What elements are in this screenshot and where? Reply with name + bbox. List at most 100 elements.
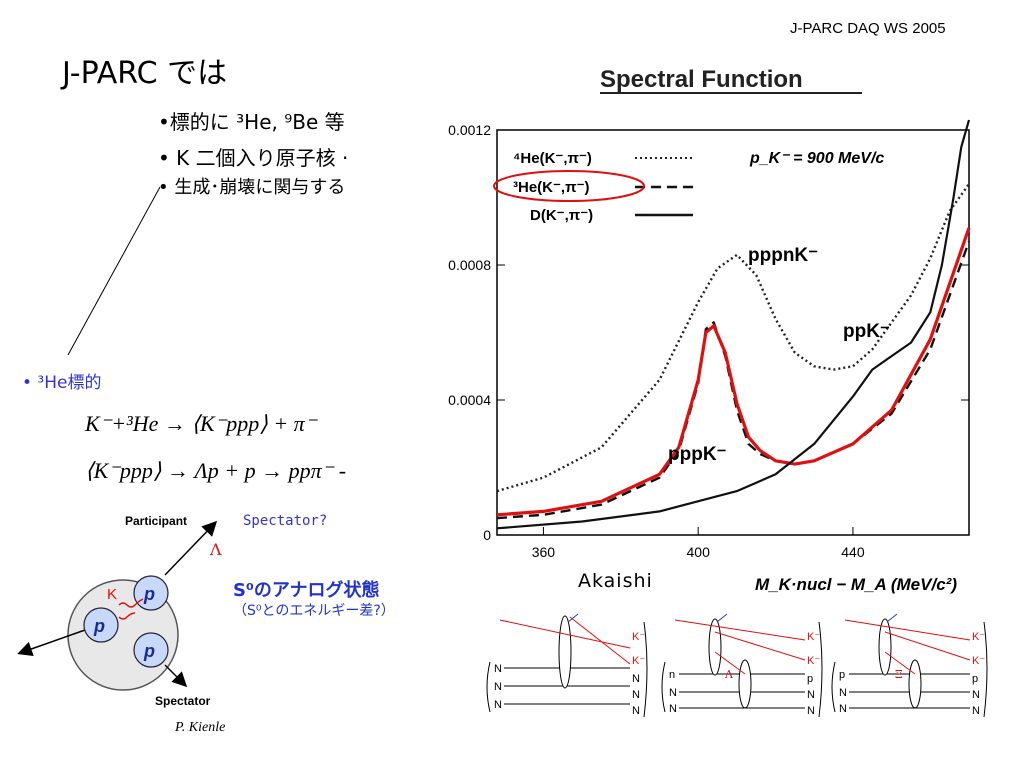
- x-tick-label: 400: [687, 544, 711, 560]
- participant-arrow: [164, 520, 218, 576]
- lambda-label-2: Λ: [724, 668, 734, 681]
- kaon-line-1a: [499, 619, 631, 649]
- kaon-line-2b: [714, 631, 806, 661]
- plot-frame: [496, 129, 970, 536]
- spectator-question: Spectator?: [243, 513, 328, 529]
- right-label-1-4: N: [632, 705, 640, 717]
- kaon-line-3a: [844, 619, 971, 641]
- bracket-right-3: [983, 621, 988, 718]
- proton-left: [83, 607, 119, 643]
- equation-production: K⁻+³He → ⟨K⁻ppp⟩ + π⁻: [85, 411, 317, 436]
- bullet-production: • 生成･崩壊に関与する: [158, 177, 346, 198]
- pion-line-3: [886, 613, 898, 623]
- author-kienle: P. Kienle: [175, 720, 226, 735]
- legend-label-he4: ⁴He(K⁻,π⁻): [513, 150, 592, 167]
- vertex-1: [558, 615, 572, 689]
- right-label-3-5: N: [972, 705, 980, 717]
- y-tick-label: 0.0012: [448, 122, 491, 138]
- proton-bottom: [133, 632, 169, 668]
- left-label-1-2: N: [494, 699, 502, 711]
- pion-line-1: [567, 613, 579, 623]
- bracket-left-2: [661, 661, 666, 713]
- right-label-3-3: p: [972, 673, 978, 685]
- analog-state-title: S⁰のアナログ状態: [233, 580, 380, 601]
- right-label-2-1: K⁻: [807, 655, 820, 667]
- spectator-label: Spectator: [155, 694, 211, 708]
- right-label-1-2: N: [632, 673, 640, 685]
- participant-label: Participant: [125, 514, 187, 528]
- bracket-left-3: [831, 661, 836, 713]
- vertex-2a: [708, 618, 722, 676]
- pion-line-2: [716, 613, 728, 623]
- right-label-2-3: p: [807, 673, 813, 685]
- left-label-3-0: p: [839, 669, 845, 681]
- slide-title: J-PARC では: [62, 56, 228, 91]
- proton-bottom-label: p: [143, 641, 155, 661]
- right-label-1-1: K⁻: [632, 655, 645, 667]
- left-label-1-1: N: [494, 681, 502, 693]
- legend-label-d: D(K⁻,π⁻): [530, 207, 593, 224]
- vertex-2b: [738, 659, 752, 709]
- left-label-2-0: n: [669, 669, 675, 681]
- proton-left-label: p: [93, 616, 105, 636]
- xi-label-3: Ξ: [895, 668, 903, 681]
- right-label-2-0: K⁻: [807, 631, 820, 643]
- bracket-right-1: [643, 621, 648, 718]
- reaction-diagrams: N N N K⁻ K⁻ N N N n N N Λ K⁻ K⁻ p N N: [486, 613, 988, 718]
- kaon-line-2c: [714, 651, 746, 675]
- series-layer: [496, 119, 971, 530]
- y-tick-label: 0.0008: [448, 257, 491, 273]
- analog-state-note: （S⁰とのエネルギー差?）: [233, 603, 395, 619]
- x-axis-label: M_K·nucl − M_A (MeV/c²): [755, 575, 957, 594]
- vertex-3b: [908, 659, 922, 709]
- bullet-double-kaon: • K 二個入り原子核 ·: [158, 146, 349, 170]
- y-axis-ticks: 0 0.0004 0.0008 0.0012: [448, 122, 969, 543]
- chart-legend: ⁴He(K⁻,π⁻) ³He(K⁻,π⁻) D(K⁻,π⁻): [493, 150, 693, 224]
- legend-label-he3: ³He(K⁻,π⁻): [513, 179, 589, 196]
- legend-highlight-circle: [493, 170, 645, 202]
- spectral-function-chart: Spectral Function 0 0.0004 0.0008 0.0012 36…: [448, 66, 971, 594]
- bracket-right-2: [818, 621, 823, 718]
- kaon-wiggle-2: [118, 612, 136, 620]
- reaction-diagram-2: n N N Λ K⁻ K⁻ p N N: [661, 613, 823, 718]
- x-axis-ticks: 360 400 440: [532, 527, 865, 560]
- workshop-header: J-PARC DAQ WS 2005: [790, 20, 946, 37]
- lambda-label: Λ: [209, 540, 222, 559]
- kaon-line-3b: [884, 631, 971, 661]
- nucleus-diagram: Participant Λ p p p K Spectator: [17, 514, 222, 708]
- right-label-3-0: K⁻: [972, 631, 985, 643]
- reaction-diagram-1: N N N K⁻ K⁻ N N N: [486, 613, 648, 718]
- chart-title: Spectral Function: [600, 66, 803, 93]
- slide-overlap-mask: [405, 98, 425, 208]
- right-label-3-4: N: [972, 689, 980, 701]
- bracket-left-1: [486, 661, 491, 713]
- right-label-3-1: K⁻: [972, 655, 985, 667]
- kaon-line-1b: [569, 616, 631, 665]
- credit-akaishi: Akaishi: [578, 570, 653, 592]
- pointer-line: [67, 186, 161, 356]
- right-label-2-4: N: [807, 689, 815, 701]
- proton-top: [133, 575, 169, 611]
- right-label-1-3: N: [632, 689, 640, 701]
- left-label-2-1: N: [669, 687, 677, 699]
- y-tick-label: 0: [483, 527, 491, 543]
- kaon-label: K: [107, 586, 117, 603]
- annotation-pppnK: pppnK⁻: [748, 245, 818, 266]
- x-tick-label: 360: [532, 544, 556, 560]
- y-tick-label: 0.0004: [448, 392, 491, 408]
- reaction-diagram-3: p N N Ξ K⁻ K⁻ p N N: [831, 613, 988, 718]
- spectator-arrow-left: [17, 629, 86, 657]
- right-label-1-0: K⁻: [632, 631, 645, 643]
- left-label-2-2: N: [669, 703, 677, 715]
- he-target-label: • ³He標的: [22, 373, 102, 393]
- left-label-3-2: N: [839, 703, 847, 715]
- series-line-3: [496, 119, 971, 530]
- x-tick-label: 440: [841, 544, 865, 560]
- kaon-line-2a: [674, 619, 806, 641]
- left-label-3-1: N: [839, 687, 847, 699]
- spectator-arrow-right: [164, 664, 188, 688]
- proton-top-label: p: [143, 584, 155, 604]
- annotation-ppK: ppK⁻: [843, 321, 890, 342]
- annotation-pppK: pppK⁻: [668, 444, 727, 465]
- beam-annotation: p_K⁻ = 900 MeV/c: [749, 150, 884, 167]
